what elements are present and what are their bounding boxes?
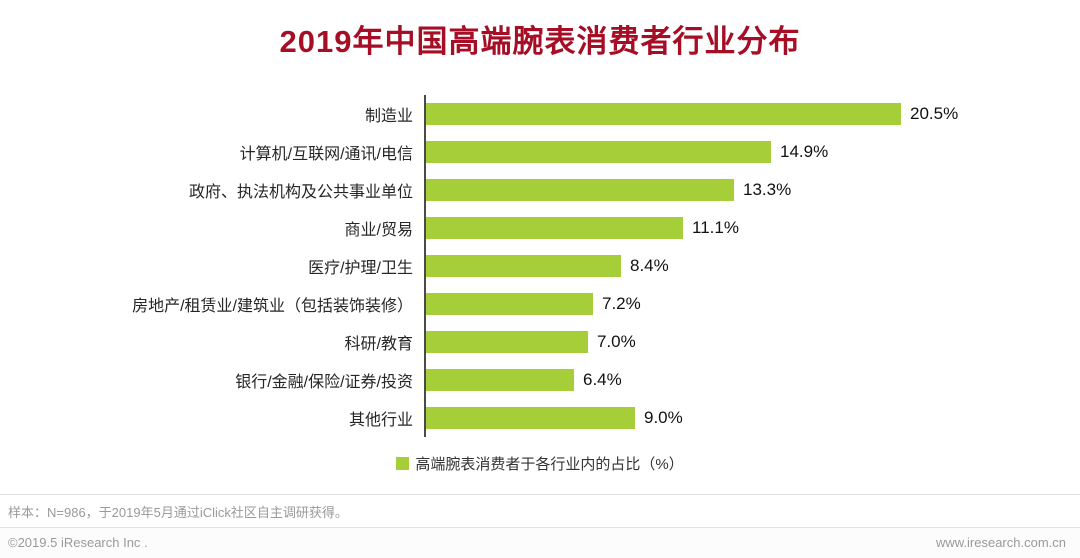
bar-track: 6.4% <box>424 361 1080 399</box>
category-label: 政府、执法机构及公共事业单位 <box>188 184 413 201</box>
category-label: 制造业 <box>364 108 413 125</box>
category-label: 房地产/租赁业/建筑业（包括装饰装修） <box>132 298 413 315</box>
chart-row: 科研/教育 7.0% <box>0 323 1080 361</box>
bar <box>426 293 593 315</box>
bar <box>426 331 588 353</box>
value-label: 9.0% <box>644 408 683 427</box>
bar <box>426 369 574 391</box>
bar-track: 7.0% <box>424 323 1080 361</box>
bar-track: 20.5% <box>424 95 1080 133</box>
category-label: 计算机/互联网/通讯/电信 <box>239 146 413 163</box>
chart-row: 计算机/互联网/通讯/电信 14.9% <box>0 133 1080 171</box>
chart-row: 医疗/护理/卫生 8.4% <box>0 247 1080 285</box>
bar-track: 8.4% <box>424 247 1080 285</box>
website-link[interactable]: www.iresearch.com.cn <box>935 535 1066 550</box>
chart-title: 2019年中国高端腕表消费者行业分布 <box>279 24 801 59</box>
value-label: 7.2% <box>602 294 641 313</box>
value-label: 20.5% <box>910 104 959 123</box>
category-label: 银行/金融/保险/证券/投资 <box>235 374 413 391</box>
bar <box>426 217 683 239</box>
category-label: 医疗/护理/卫生 <box>308 260 413 277</box>
bar-track: 9.0% <box>424 399 1080 437</box>
bar <box>426 179 734 201</box>
bar-track: 7.2% <box>424 285 1080 323</box>
legend-swatch-icon <box>396 457 410 470</box>
legend: 高端腕表消费者于各行业内的占比（%） <box>0 453 1080 474</box>
chart-row: 政府、执法机构及公共事业单位 13.3% <box>0 171 1080 209</box>
value-label: 11.1% <box>692 218 739 237</box>
copyright-bar: ©2019.5 iResearch Inc . www.iresearch.co… <box>0 527 1080 558</box>
category-label: 其他行业 <box>348 412 413 429</box>
chart-row: 制造业 20.5% <box>0 95 1080 133</box>
chart-row: 商业/贸易 11.1% <box>0 209 1080 247</box>
category-label: 商业/贸易 <box>344 222 413 239</box>
bar <box>426 141 771 163</box>
legend-label: 高端腕表消费者于各行业内的占比（%） <box>415 456 684 473</box>
bar-track: 13.3% <box>424 171 1080 209</box>
bar-track: 14.9% <box>424 133 1080 171</box>
sample-note: 样本：N=986，于2019年5月通过iClick社区自主调研获得。 <box>0 494 1080 527</box>
bar-chart: 制造业 20.5% 计算机/互联网/通讯/电信 14.9% 政府、执法机构及公共事业单位… <box>0 95 1080 437</box>
bar <box>426 407 635 429</box>
bar <box>426 255 621 277</box>
value-label: 8.4% <box>630 256 669 275</box>
value-label: 13.3% <box>743 180 792 199</box>
category-label: 科研/教育 <box>344 336 413 353</box>
copyright-text: ©2019.5 iResearch Inc . <box>8 535 148 550</box>
bar-track: 11.1% <box>424 209 1080 247</box>
bar <box>426 103 901 125</box>
chart-row: 银行/金融/保险/证券/投资 6.4% <box>0 361 1080 399</box>
value-label: 7.0% <box>597 332 636 351</box>
page-footer: 样本：N=986，于2019年5月通过iClick社区自主调研获得。 ©2019… <box>0 494 1080 558</box>
chart-row: 房地产/租赁业/建筑业（包括装饰装修） 7.2% <box>0 285 1080 323</box>
chart-row: 其他行业 9.0% <box>0 399 1080 437</box>
value-label: 6.4% <box>583 370 622 389</box>
value-label: 14.9% <box>780 142 829 161</box>
